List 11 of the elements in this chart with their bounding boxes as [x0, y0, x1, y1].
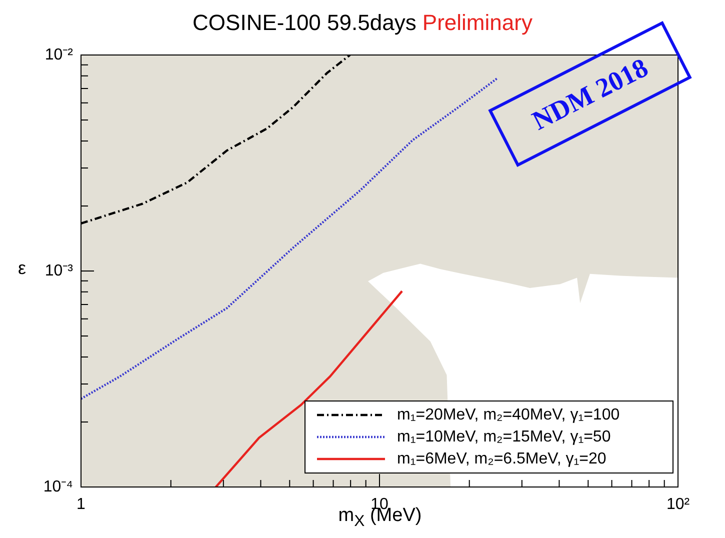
- chart-title: COSINE-100 59.5days: [192, 10, 416, 35]
- y-tick-label: 10⁻⁴: [43, 478, 74, 496]
- legend-label: m₁=6MeV, m₂=6.5MeV, γ₁=20: [397, 450, 606, 468]
- y-tick-label: 10⁻³: [44, 262, 74, 280]
- y-tick-label: 10⁻²: [44, 46, 74, 64]
- x-tick-label: 10²: [666, 496, 690, 514]
- legend-label: m₁=20MeV, m₂=40MeV, γ₁=100: [397, 406, 620, 424]
- y-axis-title: ε: [18, 258, 26, 279]
- annotation: NDM 2018: [527, 52, 653, 136]
- x-tick-label: 1: [76, 496, 86, 514]
- legend-label: m₁=10MeV, m₂=15MeV, γ₁=50: [397, 428, 611, 446]
